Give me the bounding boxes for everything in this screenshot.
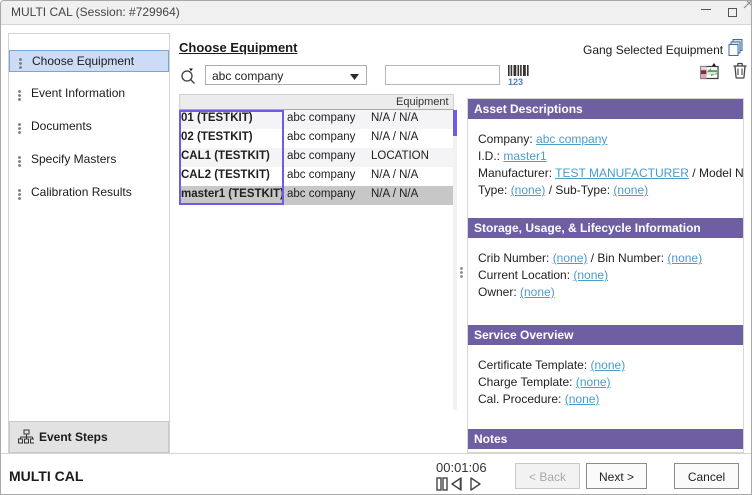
svg-text:123: 123 (508, 77, 523, 86)
